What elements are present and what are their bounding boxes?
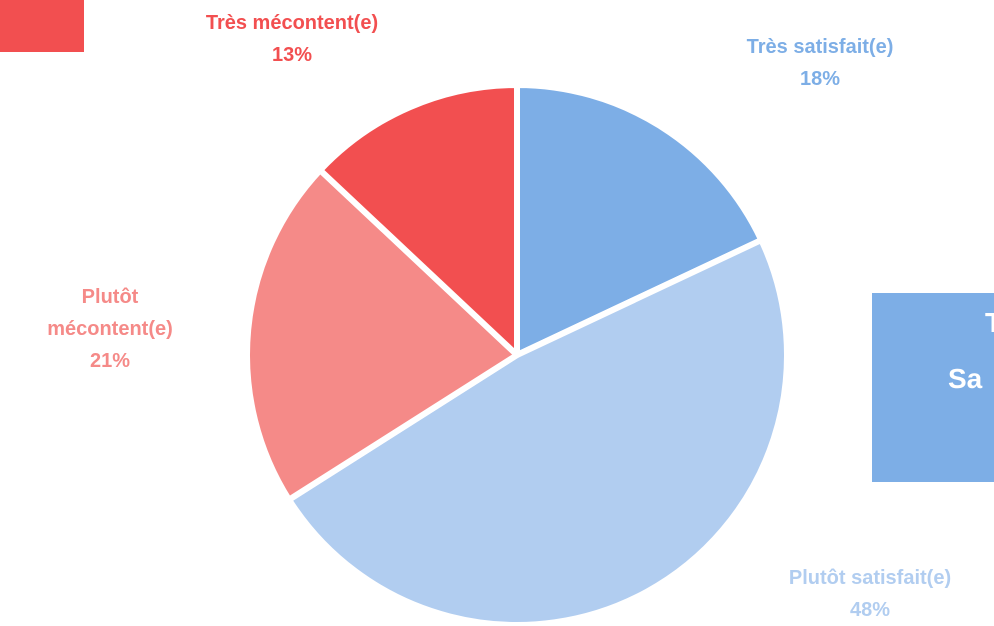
slice-value: 13% — [271, 44, 313, 66]
slice-value: 21% — [89, 350, 131, 372]
pie-slice — [244, 167, 520, 503]
slice-label: Plutôt satisfait(e) 48% — [740, 562, 994, 626]
slice-label: Plutôt mécontent(e) 21% — [20, 281, 200, 377]
pie-slice — [286, 237, 790, 626]
legend-swatch — [0, 0, 84, 52]
pie-slice — [317, 82, 520, 358]
slice-name: Plutôt mécontent(e) — [47, 286, 173, 340]
slice-label: Très mécontent(e) 13% — [142, 7, 442, 71]
slice-name: Plutôt satisfait(e) — [788, 567, 952, 589]
pie-slice — [514, 82, 765, 358]
slice-name: Très satisfait(e) — [746, 36, 894, 58]
slice-value: 48% — [849, 599, 891, 621]
side-box-line: T — [985, 307, 994, 338]
slice-label: Très satisfait(e) 18% — [690, 31, 950, 95]
side-box: T Sa — [872, 293, 994, 482]
side-box-line: Sa — [948, 363, 983, 394]
slice-value: 18% — [799, 68, 841, 90]
slice-name: Très mécontent(e) — [205, 12, 379, 34]
